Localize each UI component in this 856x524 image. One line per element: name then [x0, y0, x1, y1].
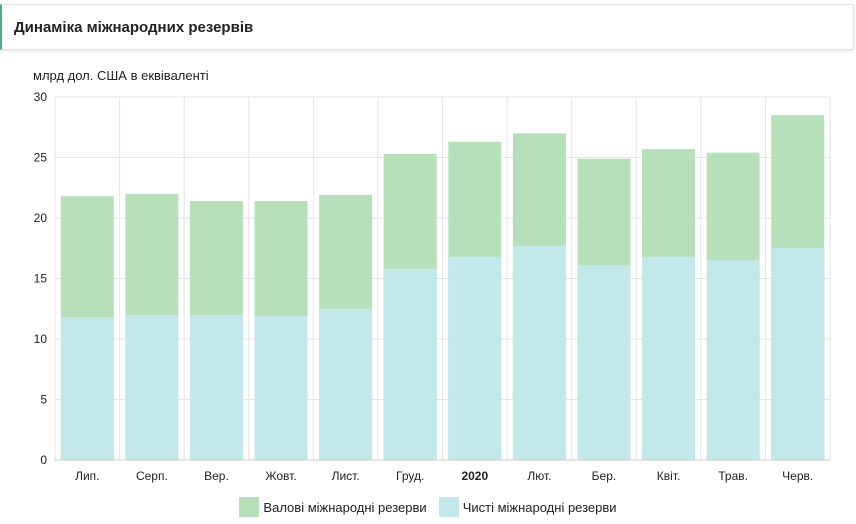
x-tick-label: Квіт.: [657, 469, 681, 483]
x-tick-label: Лип.: [75, 469, 99, 483]
y-tick-label: 15: [34, 272, 48, 286]
y-tick-label: 25: [34, 151, 48, 165]
legend-swatch-gross: [239, 497, 260, 517]
x-tick-label: Жовт.: [265, 469, 296, 483]
bar-net: [189, 314, 243, 460]
bar-net: [125, 314, 179, 460]
bar-net: [254, 316, 308, 460]
bar-net: [512, 245, 566, 460]
y-tick-label: 5: [40, 393, 47, 407]
x-tick-label: Вер.: [204, 469, 229, 483]
x-tick-label: Лист.: [332, 469, 360, 483]
legend: Валові міжнародні резерви Чисті міжнарод…: [0, 497, 856, 517]
legend-item-gross[interactable]: Валові міжнародні резерви: [239, 497, 427, 517]
bar-net: [577, 265, 631, 460]
y-tick-label: 20: [34, 211, 48, 225]
legend-label-gross: Валові міжнародні резерви: [263, 499, 427, 515]
bar-net: [448, 256, 502, 460]
y-tick-label: 10: [34, 332, 48, 346]
bar-net: [383, 268, 437, 460]
y-tick-label: 0: [40, 453, 47, 467]
x-tick-label: Бер.: [592, 469, 617, 483]
legend-label-net: Чисті міжнародні резерви: [462, 499, 617, 515]
x-tick-label: Черв.: [782, 469, 813, 483]
bar-net: [642, 256, 696, 460]
x-tick-label: 2020: [461, 469, 488, 483]
chart-header: Динаміка міжнародних резервів: [0, 4, 854, 50]
bar-net: [60, 317, 114, 460]
y-tick-label: 30: [34, 90, 48, 104]
bar-net: [319, 308, 373, 460]
x-tick-label: Серп.: [136, 469, 168, 483]
chart-title: Динаміка міжнародних резервів: [14, 19, 254, 36]
x-tick-label: Лют.: [527, 469, 551, 483]
legend-swatch-net: [438, 497, 459, 517]
x-tick-label: Трав.: [718, 469, 748, 483]
x-tick-label: Груд.: [396, 469, 424, 483]
legend-item-net[interactable]: Чисті міжнародні резерви: [438, 497, 617, 517]
y-axis-unit-label: млрд дол. США в еквіваленті: [33, 68, 209, 83]
bar-net: [706, 260, 760, 460]
bar-net: [771, 248, 825, 460]
